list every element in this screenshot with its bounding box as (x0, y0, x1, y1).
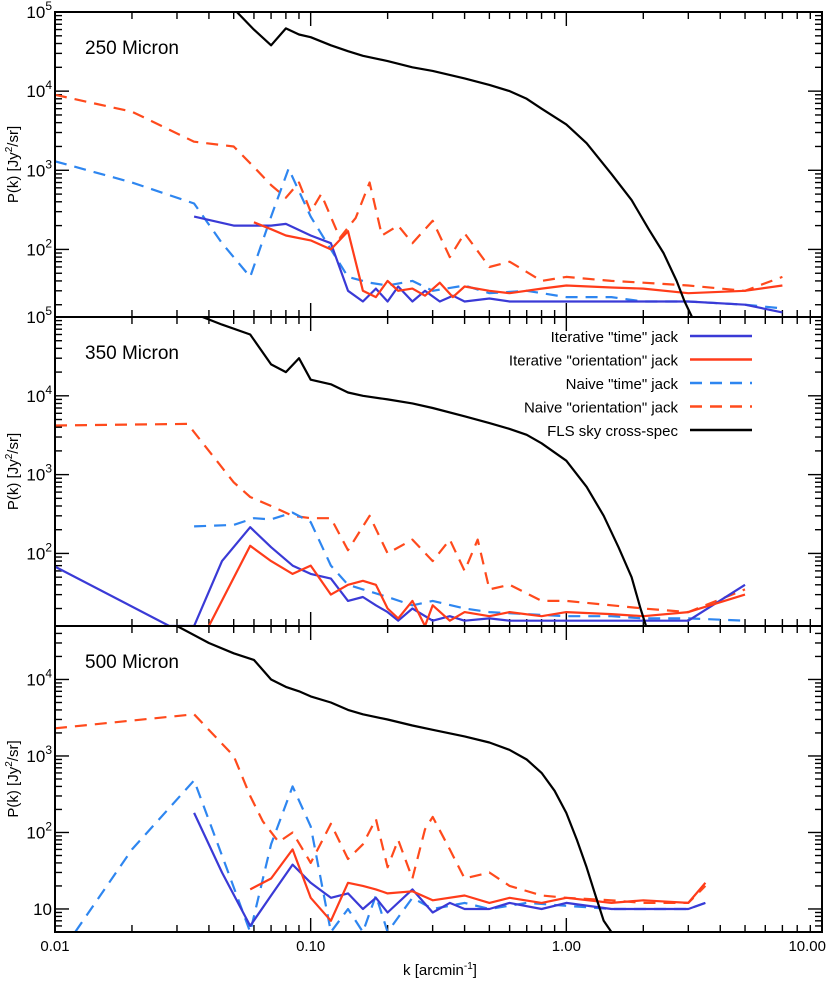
y-axis-title: P(k) [Jy2/sr] (4, 126, 22, 203)
y-ticks (55, 316, 822, 610)
series-iterative-time-jack (55, 526, 746, 626)
x-tick-label: 10.00 (788, 938, 826, 955)
y-tick-label: 102 (26, 819, 52, 842)
y-tick-label: 104 (26, 78, 52, 101)
x-axis-title: k [arcmin-1] (403, 961, 477, 979)
series-fls-sky-cross-spec (176, 626, 613, 932)
series-group (55, 317, 746, 626)
y-tick-label: 103 (26, 462, 52, 485)
panel-1: 102 103 104 105 P(k) [Jy2/sr] 250 Micron (4, 0, 823, 318)
series-iterative-time-jack (193, 812, 706, 928)
x-ticks (54, 12, 812, 317)
panel-title: 250 Micron (85, 38, 179, 59)
series-iterative-time-jack (193, 215, 783, 314)
series-naive-time-jack (194, 511, 746, 622)
x-axis: 0.01 0.10 1.00 10.00 k [arcmin-1] (40, 938, 826, 979)
series-naive-orientation-jack (55, 422, 746, 614)
y-tick-label: 104 (26, 383, 52, 406)
series-iterative-orientation-jack (249, 848, 707, 922)
legend-label: Iterative "time" jack (551, 329, 679, 346)
series-group (55, 626, 707, 932)
y-tick-label: 104 (26, 666, 52, 689)
legend-label: Iterative "orientation" jack (509, 353, 679, 370)
panel-title: 350 Micron (85, 343, 179, 364)
legend-label: Naive "time" jack (566, 376, 679, 393)
x-tick-label: 0.01 (40, 938, 69, 955)
y-tick-label: 103 (26, 743, 52, 766)
y-tick-label: 103 (26, 157, 52, 180)
y-tick-label: 102 (26, 540, 52, 563)
legend: Iterative "time" jack Iterative "orientat… (509, 329, 752, 440)
legend-label: Naive "orientation" jack (524, 400, 679, 417)
legend-label: FLS sky cross-spec (547, 423, 678, 440)
y-tick-label: 102 (26, 236, 52, 259)
y-axis-title: P(k) [Jy2/sr] (4, 433, 22, 510)
series-iterative-orientation-jack (207, 544, 746, 626)
series-fls-sky-cross-spec (235, 12, 693, 317)
y-tick-label: 10 (33, 900, 52, 919)
y-tick-label: 105 (26, 304, 52, 327)
panel-title: 500 Micron (85, 652, 179, 673)
series-naive-time-jack (55, 160, 783, 310)
series-fls-sky-cross-spec (199, 317, 648, 626)
y-axis-title: P(k) [Jy2/sr] (4, 740, 22, 817)
series-naive-orientation-jack (55, 93, 783, 292)
series-naive-orientation-jack (55, 713, 707, 905)
series-iterative-orientation-jack (253, 221, 783, 299)
x-tick-label: 0.10 (296, 938, 325, 955)
panel-2: 102 103 104 105 P(k) [Jy2/sr] 350 Micron (4, 304, 823, 627)
x-tick-label: 1.00 (552, 938, 581, 955)
series-group (55, 12, 783, 317)
plot-frame (54, 625, 823, 933)
y-tick-label: 105 (26, 0, 52, 22)
panel-3: 10 102 103 104 P(k) [Jy2/sr] 500 Micron (4, 625, 823, 933)
